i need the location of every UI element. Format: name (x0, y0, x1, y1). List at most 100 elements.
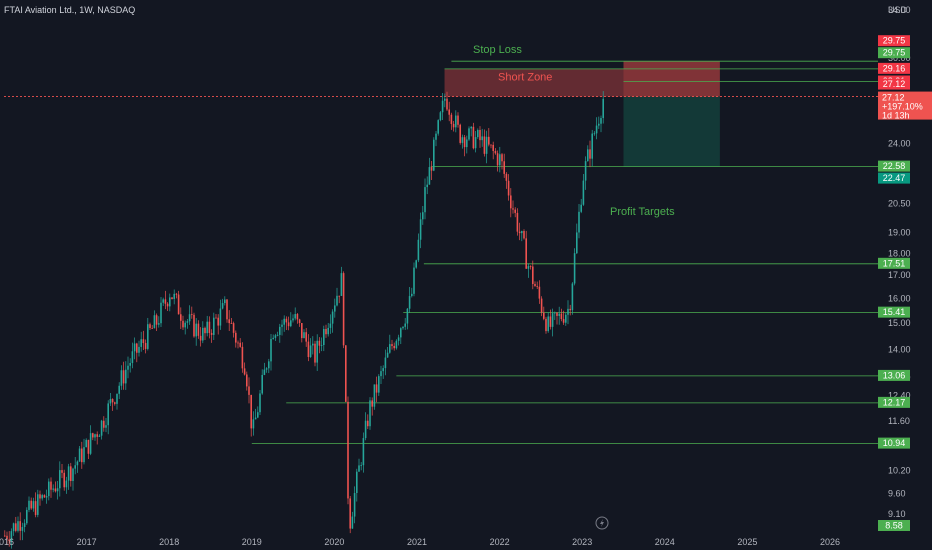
candle-body (67, 466, 70, 481)
candle-body (492, 144, 494, 151)
candle-body (433, 139, 435, 171)
candle-body (329, 323, 332, 328)
price-label-box (878, 396, 910, 408)
candle-body (439, 112, 442, 121)
candle-body (147, 324, 149, 349)
candle-body (94, 434, 96, 438)
price-label-box (878, 437, 910, 449)
y-tick-label: 9.10 (888, 509, 906, 519)
candle-body (303, 332, 305, 339)
candle-body (455, 115, 457, 128)
candle-body (483, 136, 486, 154)
candle-body (83, 447, 85, 463)
candle-body (512, 208, 514, 210)
candle-body (28, 500, 30, 510)
candle-body (226, 299, 228, 320)
candle-body (61, 470, 63, 473)
candle-body (549, 316, 552, 327)
candle-body (323, 328, 325, 346)
candle-body (263, 369, 266, 375)
price-label-box (878, 306, 910, 318)
price-label-value: 13.06 (883, 370, 906, 380)
candle-body (89, 433, 92, 454)
candle-body (283, 318, 285, 325)
candle-body (375, 384, 378, 393)
chart-title: FTAI Aviation Ltd., 1W, NASDAQ (4, 5, 135, 15)
candle-body (221, 303, 224, 309)
x-tick-label: 2023 (572, 537, 592, 547)
candle-body (197, 323, 200, 336)
candle-body (107, 403, 109, 426)
profit-targets-label: Profit Targets (610, 206, 675, 218)
candle-body (26, 509, 28, 524)
candle-body (195, 323, 197, 337)
candle-body (320, 345, 323, 346)
y-tick-label: 11.60 (888, 416, 910, 426)
candle-body (356, 471, 358, 494)
stop-loss-label: Stop Loss (473, 44, 522, 56)
candle-body (461, 137, 464, 143)
x-tick-label: 2016 (0, 537, 14, 547)
candle-body (426, 184, 428, 188)
candle-body (193, 314, 195, 337)
candle-body (133, 343, 136, 352)
candle-body (204, 327, 206, 334)
candle-body (153, 315, 156, 329)
candle-body (305, 332, 307, 342)
candle-body (499, 154, 501, 166)
candle-body (252, 419, 255, 429)
candle-body (444, 98, 446, 101)
candle-body (358, 465, 360, 472)
candle-body (470, 126, 472, 129)
candle-body (477, 130, 479, 138)
candle-body (166, 303, 169, 307)
candle-body (525, 238, 527, 269)
candle-body (87, 439, 90, 454)
candle-body (441, 100, 444, 113)
x-tick-label: 2020 (324, 537, 344, 547)
candle-body (10, 531, 13, 542)
last-price-box (878, 91, 932, 120)
candle-body (296, 314, 299, 320)
candle-body (265, 368, 268, 370)
x-tick-label: 2018 (159, 537, 179, 547)
candle-body (466, 139, 468, 148)
lightning-icon[interactable] (595, 516, 609, 530)
candle-body (70, 466, 72, 482)
candle-body (78, 448, 81, 462)
candle-body (494, 150, 497, 154)
candle-body (325, 328, 327, 335)
candle-body (571, 283, 574, 311)
candle-body (41, 495, 43, 499)
price-label-value: 22.47 (883, 173, 906, 183)
candle-body (430, 167, 433, 171)
candle-body (384, 357, 387, 369)
y-tick-label: 19.00 (888, 228, 911, 238)
candle-body (312, 343, 314, 346)
candle-body (76, 461, 79, 466)
candle-body (149, 324, 151, 329)
candle-body (448, 109, 450, 115)
y-tick-label: 18.00 (888, 248, 911, 258)
candle-body (496, 153, 499, 166)
candle-body (232, 323, 235, 333)
candle-body (186, 321, 189, 323)
candle-body (45, 496, 48, 498)
candle-body (8, 539, 10, 542)
candle-body (199, 335, 202, 341)
candle-body (314, 343, 316, 363)
candle-body (422, 212, 424, 220)
candle-body (602, 98, 604, 119)
candle-body (116, 393, 118, 404)
candle-body (202, 327, 204, 341)
price-label-box (878, 369, 910, 381)
short-zone (444, 68, 624, 97)
candle-body (331, 311, 334, 324)
candle-body (338, 295, 340, 297)
bar-countdown: 1d 13h (882, 111, 910, 121)
price-label-value: 29.75 (883, 48, 906, 58)
candle-body (446, 98, 448, 110)
candle-body (270, 338, 272, 362)
candle-body (23, 523, 26, 528)
